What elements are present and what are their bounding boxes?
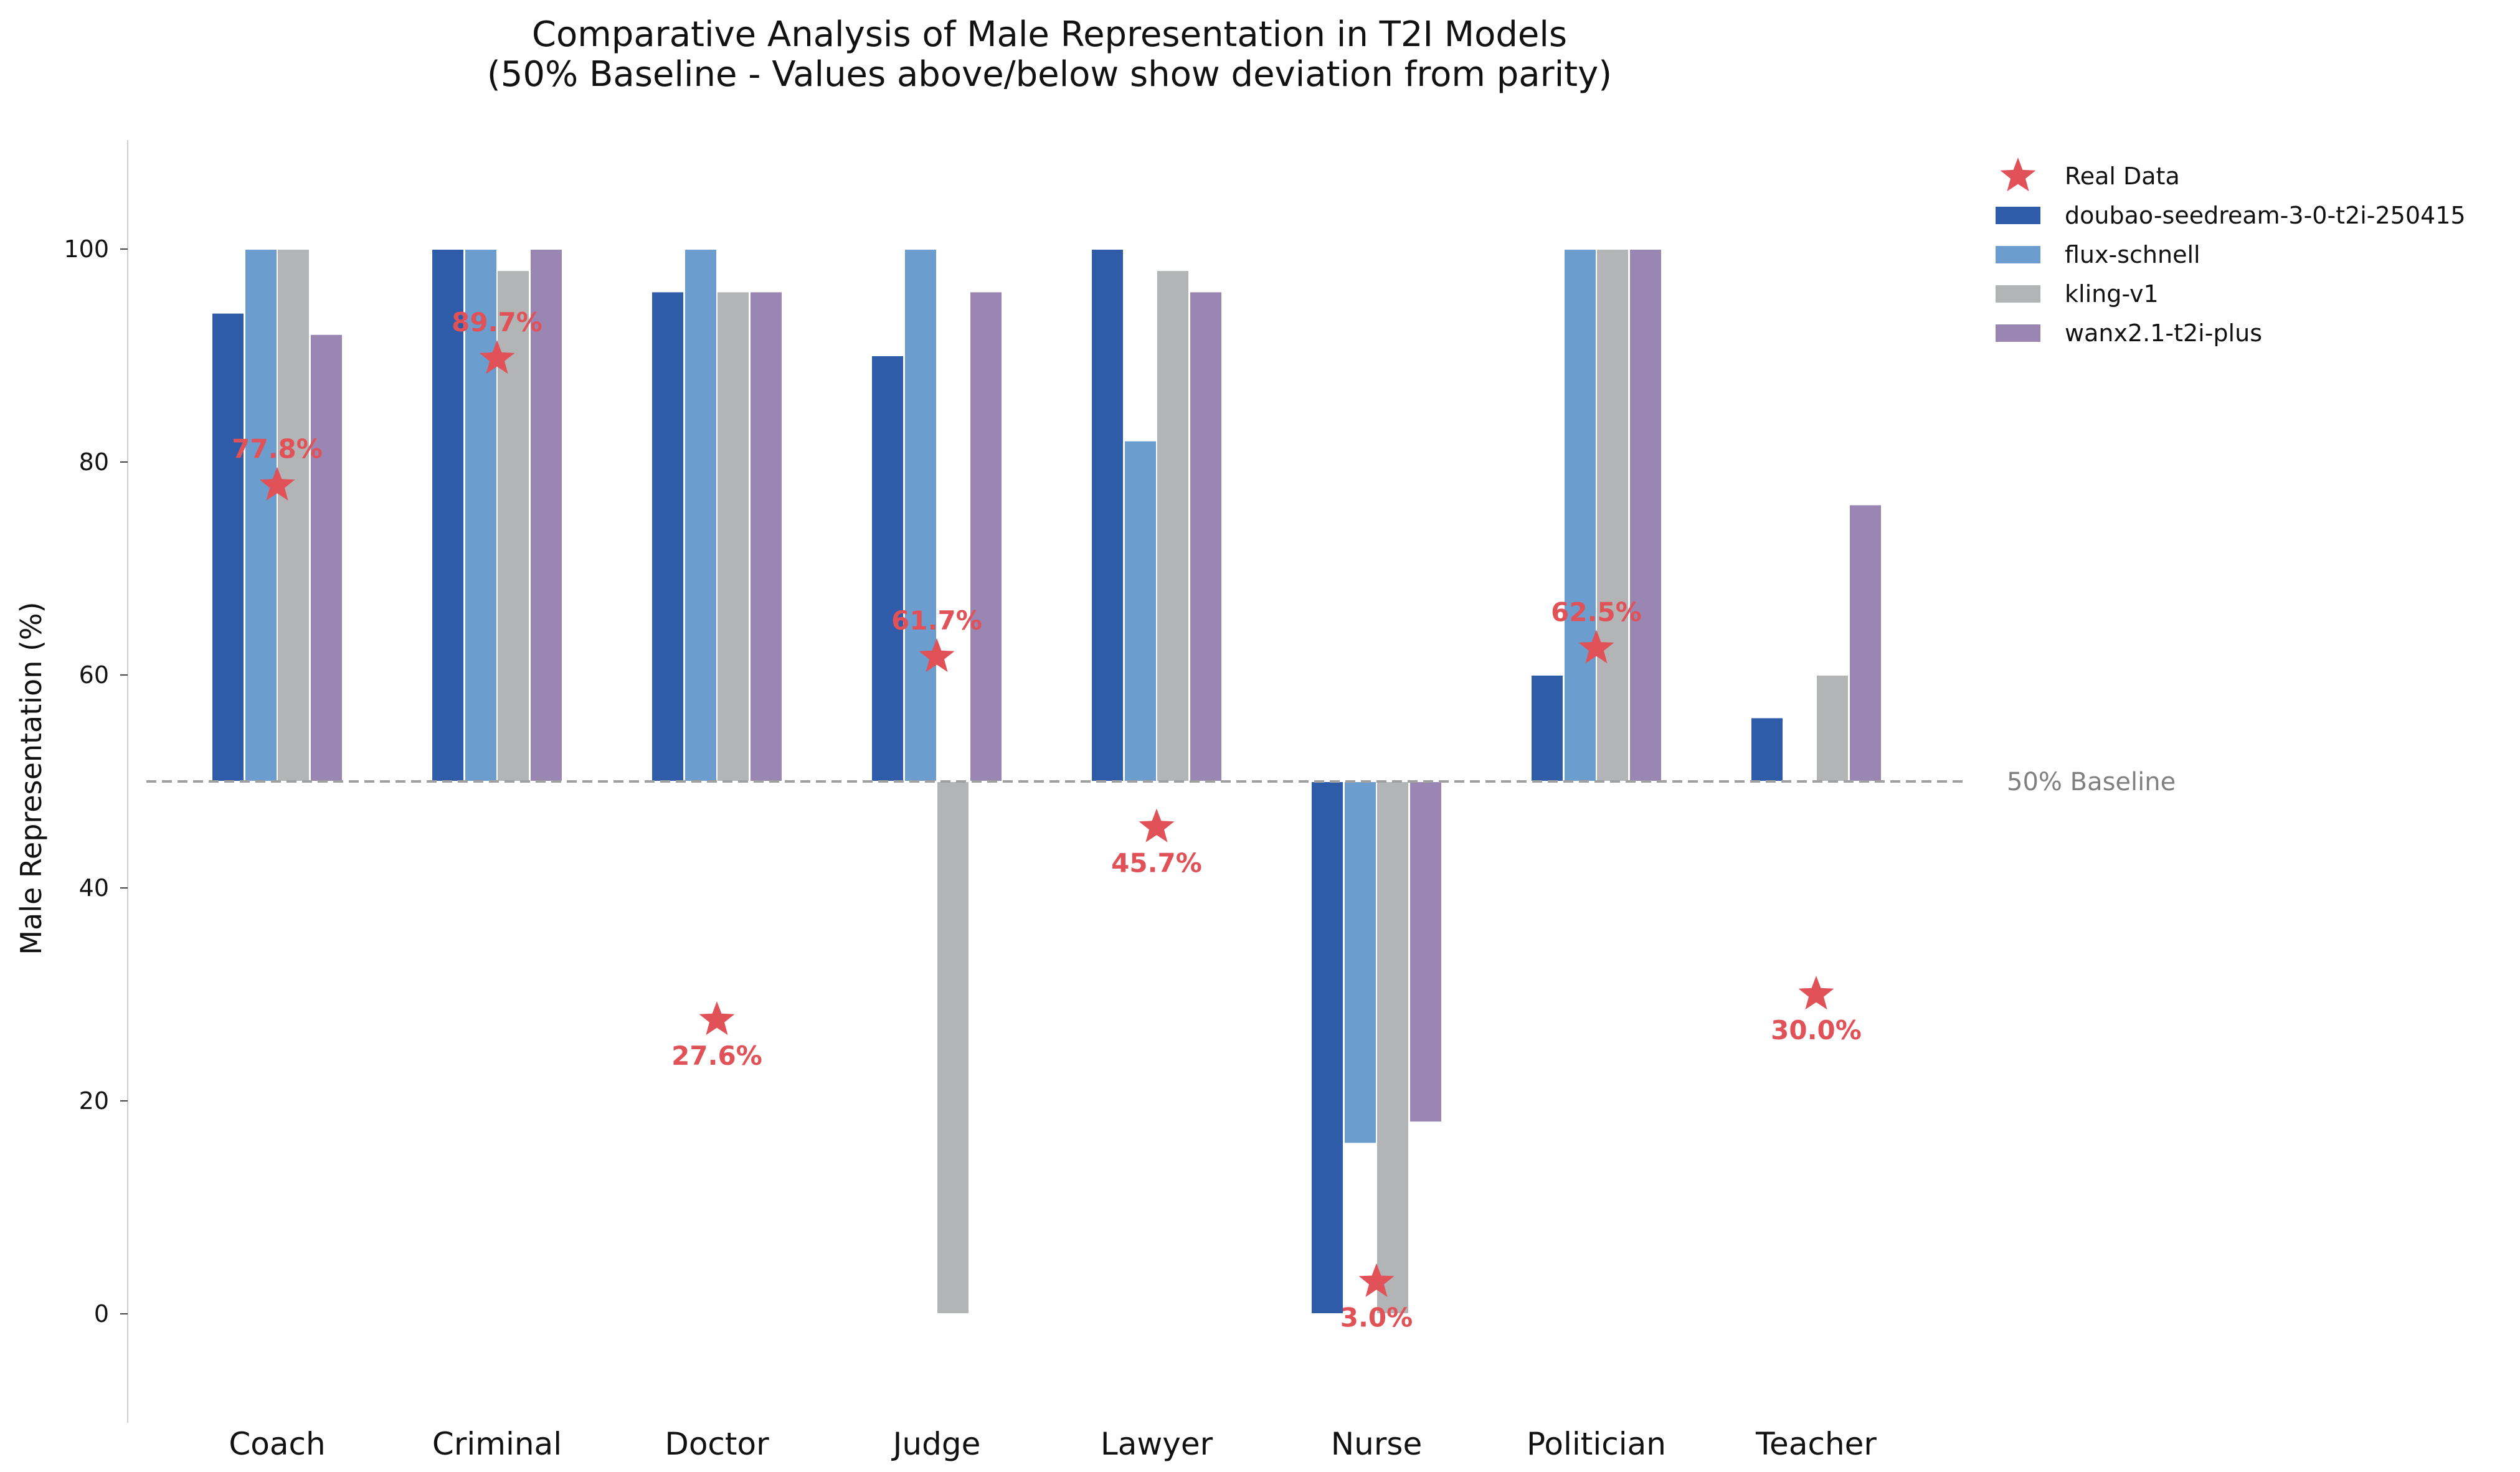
y-axis: 0 20 40 60 80 100 [64, 140, 128, 1423]
legend-label-2: flux-schnell [2065, 241, 2200, 268]
bar-lawyer-series-1 [1091, 248, 1124, 782]
legend-swatch-2 [1996, 246, 2040, 263]
bar-doctor-series-3 [716, 291, 750, 782]
bar-lawyer-series-3 [1156, 270, 1190, 782]
legend-real-data-label: Real Data [2065, 163, 2180, 190]
real-data-label-teacher: 30.0% [1771, 1015, 1862, 1045]
bars-layer [211, 248, 1882, 1314]
chart-title: Comparative Analysis of Male Representat… [532, 14, 1567, 55]
bar-judge-series-1 [871, 355, 904, 782]
y-tick-label: 40 [79, 874, 109, 902]
bar-politician-series-4 [1629, 248, 1662, 782]
bar-politician-series-2 [1563, 248, 1597, 782]
legend-real-data-marker [2000, 158, 2036, 192]
legend-label-1: doubao-seedream-3-0-t2i-250415 [2065, 202, 2466, 229]
legend-label-4: wanx2.1-t2i-plus [2065, 319, 2262, 347]
baseline-label: 50% Baseline [2007, 768, 2176, 796]
bar-coach-series-2 [244, 248, 278, 782]
x-tick-label-criminal: Criminal [432, 1426, 562, 1462]
legend-swatch-3 [1996, 285, 2040, 303]
legend-swatch-4 [1996, 324, 2040, 342]
chart-subtitle: (50% Baseline - Values above/below show … [487, 54, 1612, 95]
bar-criminal-series-3 [496, 270, 530, 782]
real-data-star-lawyer [1139, 808, 1175, 842]
bar-judge-series-4 [969, 291, 1003, 782]
bar-teacher-series-3 [1816, 674, 1849, 782]
bar-doctor-series-1 [651, 291, 684, 782]
real-data-label-nurse: 3.0% [1340, 1303, 1413, 1333]
real-data-label-doctor: 27.6% [671, 1040, 762, 1071]
legend-label-3: kling-v1 [2065, 280, 2159, 308]
real-data-label-coach: 77.8% [232, 434, 323, 465]
y-tick-label: 60 [79, 661, 109, 689]
bar-coach-series-3 [277, 248, 310, 782]
real-data-star-nurse [1358, 1263, 1395, 1297]
real-data-star-teacher [1798, 976, 1834, 1010]
legend-swatch-1 [1996, 207, 2040, 224]
real-data-star-judge [919, 638, 955, 672]
real-data-star-doctor [699, 1001, 735, 1036]
y-tick-label: 80 [79, 448, 109, 476]
real-data-star-criminal [479, 340, 515, 374]
y-tick-label: 20 [79, 1087, 109, 1115]
bar-criminal-series-2 [464, 248, 498, 782]
bar-criminal-series-4 [529, 248, 563, 782]
bar-coach-series-1 [211, 312, 245, 783]
bar-politician-series-3 [1596, 248, 1629, 782]
y-tick-label: 0 [94, 1300, 109, 1328]
real-data-markers: 77.8% 89.7% 27.6% 61.7% 45.7% 3.0% 62.5% 30.0% [232, 307, 1862, 1333]
y-axis-title: Male Representation (%) [14, 602, 48, 955]
bar-coach-series-4 [310, 333, 343, 782]
bar-politician-series-1 [1530, 674, 1564, 782]
bar-judge-series-2 [904, 248, 937, 782]
x-tick-label-teacher: Teacher [1755, 1426, 1877, 1462]
y-tick-label: 100 [64, 235, 109, 263]
real-data-label-judge: 61.7% [891, 605, 982, 636]
x-tick-label-coach: Coach [229, 1426, 325, 1462]
bar-doctor-series-2 [684, 248, 718, 782]
bar-criminal-series-1 [431, 248, 465, 782]
real-data-label-criminal: 89.7% [452, 307, 542, 337]
bar-teacher-series-1 [1750, 717, 1784, 783]
bar-judge-series-3 [936, 781, 970, 1314]
real-data-label-lawyer: 45.7% [1111, 848, 1202, 879]
real-data-star-coach [259, 466, 295, 501]
x-tick-label-doctor: Doctor [665, 1426, 769, 1462]
x-tick-label-nurse: Nurse [1331, 1426, 1422, 1462]
real-data-star-politician [1578, 630, 1614, 664]
x-tick-label-politician: Politician [1527, 1426, 1666, 1462]
bar-doctor-series-4 [749, 291, 783, 782]
bar-nurse-series-4 [1409, 781, 1442, 1123]
real-data-label-politician: 62.5% [1551, 597, 1642, 627]
bar-nurse-series-2 [1343, 781, 1377, 1144]
bar-lawyer-series-2 [1124, 440, 1157, 782]
bar-lawyer-series-4 [1189, 291, 1223, 782]
baseline: 50% Baseline [146, 768, 2176, 796]
legend: Real Data doubao-seedream-3-0-t2i-250415 f… [1996, 158, 2466, 347]
bar-teacher-series-4 [1849, 504, 1882, 783]
x-tick-label-judge: Judge [891, 1426, 981, 1462]
x-tick-label-lawyer: Lawyer [1101, 1426, 1213, 1462]
category-labels: Coach Criminal Doctor Judge Lawyer Nurse Polit… [229, 1426, 1877, 1462]
bar-nurse-series-3 [1376, 781, 1409, 1314]
bar-nurse-series-1 [1310, 781, 1344, 1314]
